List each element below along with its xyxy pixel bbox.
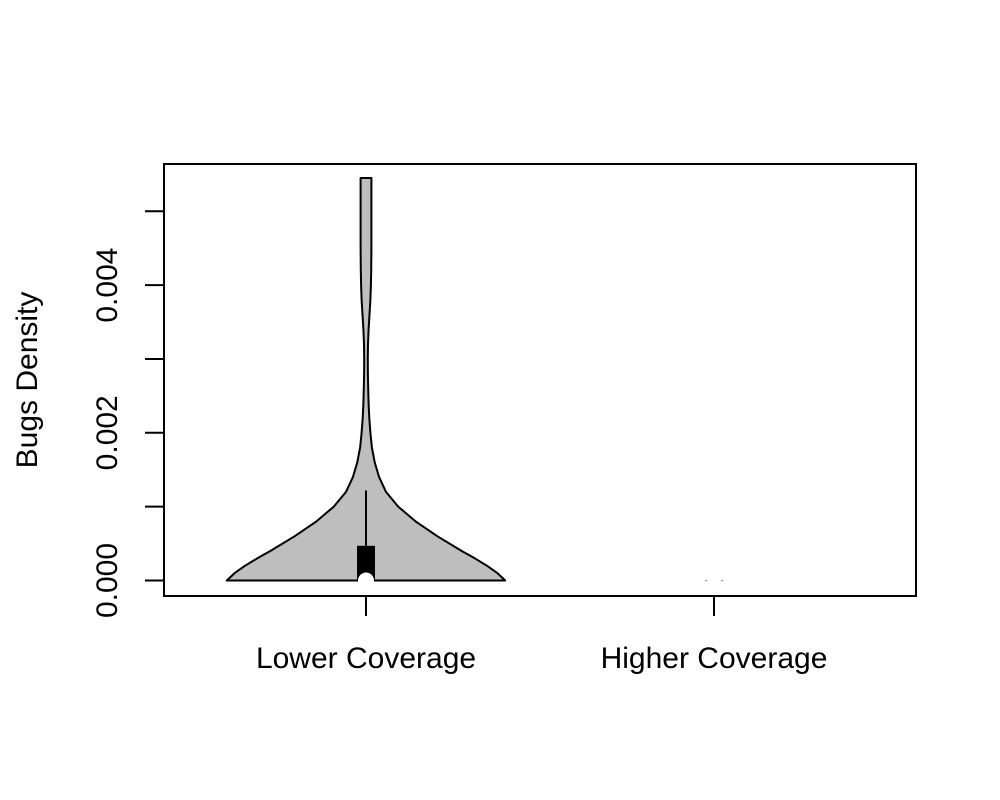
violin-body-0	[225, 177, 507, 582]
x-category-label-1: Higher Coverage	[601, 642, 828, 675]
y-axis: 0.000 0.002 0.004	[91, 210, 164, 618]
median-marker-0	[358, 572, 374, 589]
y-tick-label-0: 0.000	[91, 543, 124, 618]
iqr-box-0	[357, 545, 375, 581]
degenerate-mark-right-1	[721, 579, 723, 582]
y-axis-title: Bugs Density	[11, 292, 44, 469]
x-category-label-0: Lower Coverage	[256, 642, 476, 675]
y-tick-label-2: 0.002	[91, 395, 124, 470]
violins	[225, 177, 723, 589]
degenerate-mark-left-1	[705, 579, 707, 582]
plot-frame	[163, 163, 917, 597]
x-axis: Lower Coverage Higher Coverage	[256, 596, 827, 675]
y-tick-label-4: 0.004	[91, 248, 124, 323]
